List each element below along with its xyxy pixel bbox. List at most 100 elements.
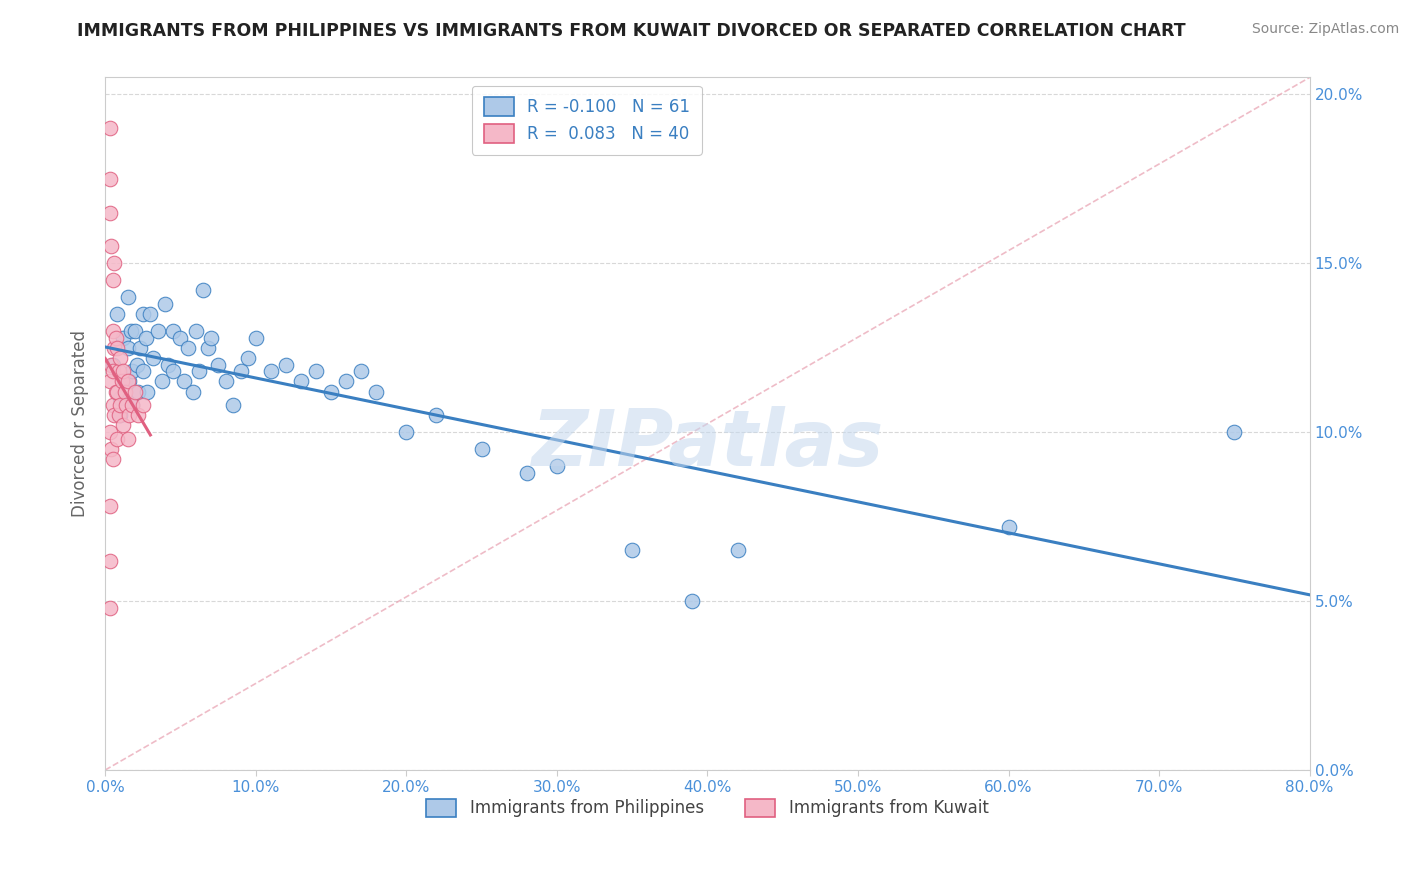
Point xyxy=(162,364,184,378)
Point xyxy=(222,398,245,412)
Point xyxy=(103,256,125,270)
Point xyxy=(127,409,149,423)
Point xyxy=(290,375,312,389)
Point xyxy=(177,341,200,355)
Point xyxy=(125,358,148,372)
Text: IMMIGRANTS FROM PHILIPPINES VS IMMIGRANTS FROM KUWAIT DIVORCED OR SEPARATED CORR: IMMIGRANTS FROM PHILIPPINES VS IMMIGRANT… xyxy=(77,22,1185,40)
Point xyxy=(98,121,121,136)
Point xyxy=(191,283,214,297)
Point xyxy=(136,384,159,399)
Point xyxy=(197,341,219,355)
Point xyxy=(121,398,143,412)
Point xyxy=(107,409,129,423)
Point xyxy=(260,364,283,378)
Point xyxy=(118,375,141,389)
Point xyxy=(105,341,128,355)
Point xyxy=(425,409,447,423)
Point xyxy=(395,425,418,439)
Point xyxy=(101,358,124,372)
Point xyxy=(111,375,134,389)
Point xyxy=(105,432,128,446)
Point xyxy=(101,273,124,287)
Point xyxy=(98,553,121,567)
Point xyxy=(101,452,124,467)
Point xyxy=(207,358,229,372)
Point xyxy=(110,392,132,406)
Point xyxy=(169,330,191,344)
Point xyxy=(157,358,180,372)
Point xyxy=(516,466,538,480)
Point xyxy=(173,375,195,389)
Point xyxy=(181,384,204,399)
Point xyxy=(132,364,155,378)
Point xyxy=(727,543,749,558)
Text: Source: ZipAtlas.com: Source: ZipAtlas.com xyxy=(1251,22,1399,37)
Point xyxy=(110,398,132,412)
Point xyxy=(142,351,165,365)
Point xyxy=(187,364,209,378)
Point xyxy=(139,307,162,321)
Point xyxy=(117,290,139,304)
Point xyxy=(471,442,494,456)
Point xyxy=(112,418,135,433)
Point xyxy=(681,594,703,608)
Point xyxy=(98,600,121,615)
Point xyxy=(121,364,143,378)
Point xyxy=(124,324,146,338)
Point xyxy=(101,324,124,338)
Point xyxy=(112,330,135,344)
Point xyxy=(103,409,125,423)
Point xyxy=(335,375,357,389)
Point xyxy=(104,384,127,399)
Point xyxy=(229,364,252,378)
Point xyxy=(100,442,122,456)
Point xyxy=(200,330,222,344)
Point xyxy=(350,364,373,378)
Point xyxy=(238,351,260,365)
Point xyxy=(121,398,143,412)
Point xyxy=(546,458,568,473)
Y-axis label: Divorced or Separated: Divorced or Separated xyxy=(72,330,89,517)
Point xyxy=(274,358,297,372)
Point xyxy=(132,398,155,412)
Point xyxy=(135,330,157,344)
Point xyxy=(112,364,135,378)
Point xyxy=(115,398,138,412)
Point xyxy=(184,324,207,338)
Point xyxy=(98,425,121,439)
Point xyxy=(98,205,121,219)
Point xyxy=(110,409,132,423)
Point xyxy=(245,330,267,344)
Point xyxy=(319,384,342,399)
Point xyxy=(214,375,236,389)
Point xyxy=(114,375,136,389)
Point xyxy=(98,500,121,514)
Point xyxy=(105,384,128,399)
Point xyxy=(997,520,1019,534)
Point xyxy=(105,307,128,321)
Legend: Immigrants from Philippines, Immigrants from Kuwait: Immigrants from Philippines, Immigrants … xyxy=(419,792,995,824)
Point xyxy=(110,351,132,365)
Point xyxy=(124,384,146,399)
Point xyxy=(107,364,129,378)
Point xyxy=(117,341,139,355)
Point xyxy=(98,375,121,389)
Point xyxy=(366,384,388,399)
Point xyxy=(621,543,644,558)
Point xyxy=(162,324,184,338)
Point xyxy=(152,375,174,389)
Point xyxy=(127,384,149,399)
Point xyxy=(305,364,328,378)
Point xyxy=(101,364,124,378)
Point xyxy=(155,297,177,311)
Point xyxy=(100,239,122,253)
Point xyxy=(117,375,139,389)
Point xyxy=(100,358,122,372)
Text: ZIPatlas: ZIPatlas xyxy=(531,407,883,483)
Point xyxy=(101,398,124,412)
Point xyxy=(146,324,169,338)
Point xyxy=(1223,425,1246,439)
Point xyxy=(132,307,155,321)
Point xyxy=(118,409,141,423)
Point xyxy=(114,384,136,399)
